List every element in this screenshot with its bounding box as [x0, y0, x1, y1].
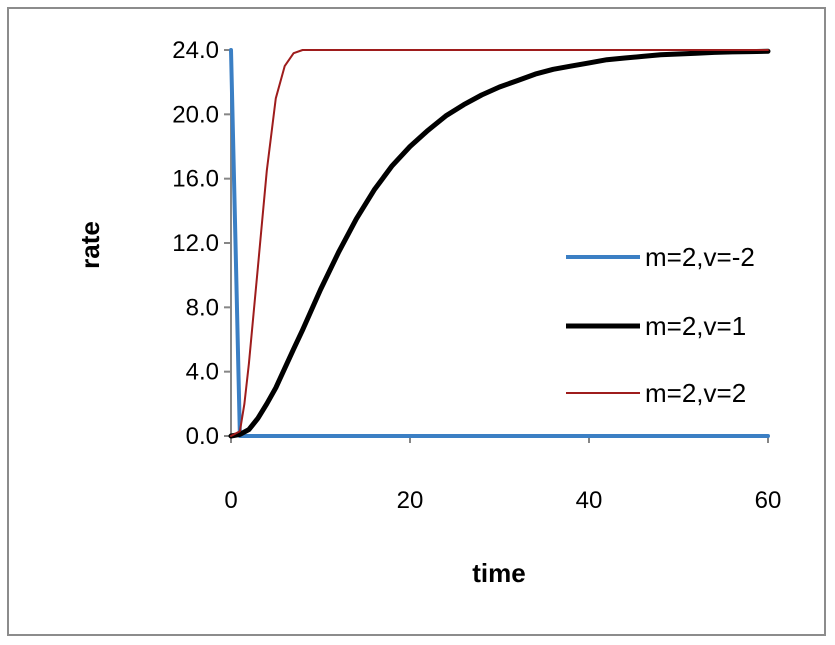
legend: m=2,v=-2 m=2,v=1 m=2,v=2	[566, 242, 755, 408]
x-tick-label: 40	[576, 487, 603, 514]
x-ticks: 0 20 40 60	[224, 436, 781, 514]
legend-label: m=2,v=2	[645, 378, 746, 408]
chart-frame	[7, 7, 826, 636]
series-line-1	[229, 48, 770, 438]
y-ticks: 0.0 4.0 8.0 12.0 16.0 20.0 24.0	[172, 37, 231, 450]
y-axis-title: rate	[75, 221, 105, 269]
y-tick-label: 0.0	[186, 423, 219, 450]
x-tick-label: 20	[397, 487, 424, 514]
y-tick-label: 20.0	[172, 101, 219, 128]
x-tick-label: 0	[224, 487, 237, 514]
x-axis-title: time	[472, 558, 525, 588]
x-tick-label: 60	[755, 487, 782, 514]
legend-label: m=2,v=-2	[645, 242, 755, 272]
series-line-2	[228, 48, 771, 439]
y-tick-label: 24.0	[172, 37, 219, 64]
legend-label: m=2,v=1	[645, 311, 746, 341]
y-tick-label: 8.0	[186, 294, 219, 321]
series-lines	[228, 48, 771, 439]
y-tick-label: 16.0	[172, 166, 219, 193]
series-line-3	[230, 49, 769, 437]
y-tick-label: 4.0	[186, 359, 219, 386]
y-tick-label: 12.0	[172, 230, 219, 257]
